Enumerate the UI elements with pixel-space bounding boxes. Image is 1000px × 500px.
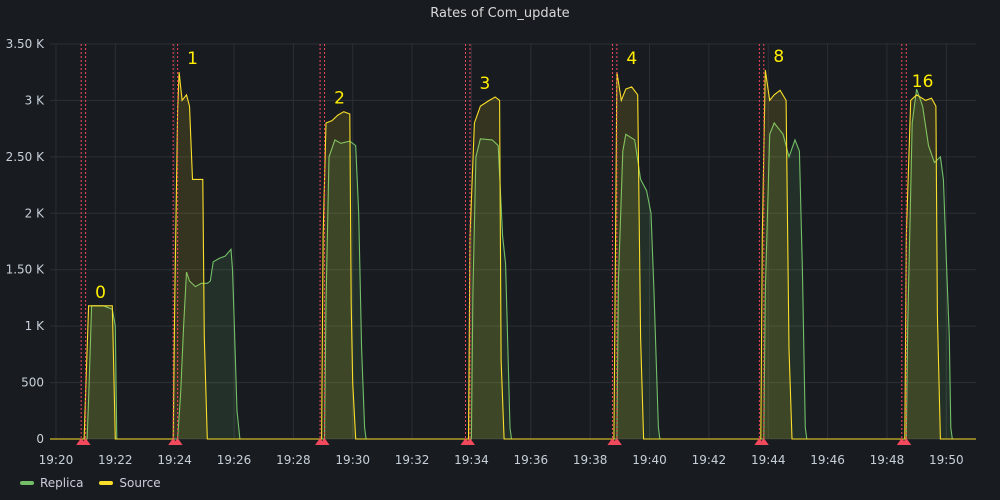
panel-title: Rates of Com_update: [430, 6, 570, 21]
x-tick-label: 19:28: [276, 453, 311, 467]
legend-swatch-source: [99, 481, 114, 485]
annotation-label: 8: [773, 47, 784, 67]
x-tick-label: 19:46: [810, 453, 845, 467]
x-tick-label: 19:30: [335, 453, 370, 467]
annotation-label: 16: [912, 72, 934, 92]
x-tick-label: 19:22: [98, 453, 133, 467]
annotation-marker-triangle: [172, 438, 183, 445]
x-tick-label: 19:40: [632, 453, 667, 467]
y-tick-label: 2 K: [25, 206, 45, 220]
x-tick-label: 19:48: [870, 453, 905, 467]
legend-label-replica: Replica: [40, 476, 84, 490]
x-tick-label: 19:24: [157, 453, 192, 467]
x-tick-label: 19:44: [751, 453, 786, 467]
y-tick-label: 1.50 K: [6, 263, 46, 277]
x-tick-label: 19:32: [395, 453, 430, 467]
x-tick-label: 19:34: [454, 453, 489, 467]
annotation-marker-triangle: [464, 438, 475, 445]
x-tick-label: 19:38: [573, 453, 608, 467]
x-tick-label: 19:42: [692, 453, 727, 467]
series-line-source: [50, 69, 976, 440]
annotation-label: 2: [334, 89, 345, 109]
annotation-label: 1: [187, 49, 198, 69]
series-area-source: [50, 70, 976, 439]
series-area-replica: [50, 89, 976, 439]
annotation-label: 3: [480, 74, 491, 94]
chart-svg: 0 500 1 K 1.50 K 2 K 2.50 K 3 K 3.50 K 19:20 19:2…: [6, 37, 976, 467]
legend-item-replica[interactable]: Replica: [20, 476, 83, 490]
annotation-label: 4: [626, 49, 637, 69]
annotation-label: 0: [95, 283, 106, 303]
legend-swatch-replica: [20, 481, 34, 485]
y-tick-label: 500: [21, 376, 44, 390]
y-tick-label: 3.50 K: [6, 37, 46, 51]
annotation-marker-triangle: [758, 438, 769, 445]
y-tick-label: 0: [36, 432, 44, 446]
annotation-marker-triangle: [319, 438, 330, 445]
annotation-marker-triangle: [611, 438, 622, 445]
x-tick-label: 19:26: [217, 453, 252, 467]
y-tick-label: 1 K: [25, 319, 45, 333]
annotation-marker-triangle: [80, 438, 91, 445]
legend-label-source: Source: [119, 476, 161, 490]
y-tick-label: 2.50 K: [6, 150, 46, 164]
x-tick-label: 19:50: [929, 453, 964, 467]
x-tick-label: 19:36: [514, 453, 549, 467]
legend-item-source[interactable]: Source: [99, 476, 161, 490]
annotation-marker-triangle: [901, 438, 912, 445]
y-tick-label: 3 K: [25, 93, 45, 107]
legend: Replica Source: [20, 476, 161, 490]
x-tick-label: 19:20: [39, 453, 74, 467]
